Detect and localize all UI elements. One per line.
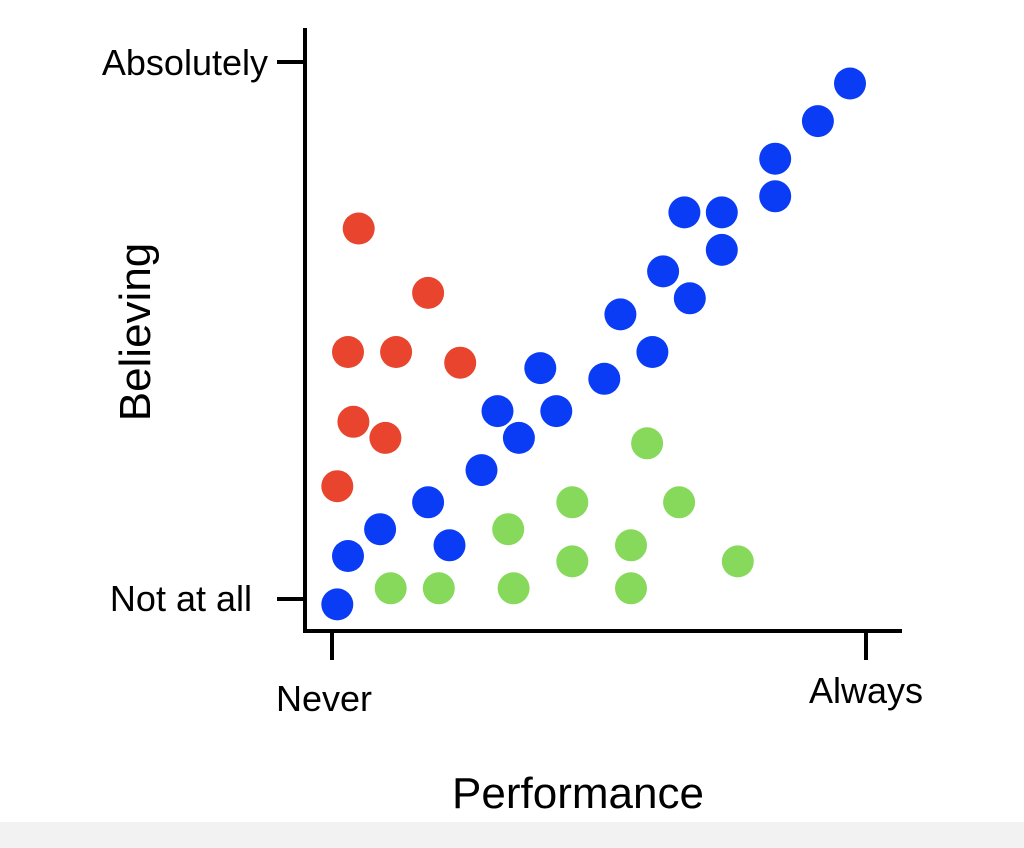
data-point-s3-6 (556, 545, 589, 578)
data-point-s2-11 (636, 336, 669, 368)
data-point-s1-4 (380, 336, 413, 368)
data-point-s3-10 (422, 572, 455, 605)
data-point-s1-3 (332, 336, 364, 368)
x-tick-label-never: Never (276, 678, 372, 719)
x-tick-label-always: Always (809, 670, 923, 711)
y-tick-label-not-at-all: Not at all (110, 578, 252, 619)
y-tick-label-absolutely: Absolutely (102, 42, 268, 83)
data-point-s1-2 (412, 276, 445, 309)
data-point-s2-2 (801, 105, 834, 138)
data-point-s3-11 (497, 572, 530, 605)
data-point-s2-14 (481, 395, 514, 428)
data-point-s3-4 (492, 513, 525, 546)
data-point-s1-1 (342, 212, 375, 245)
data-point-s3-1 (631, 427, 664, 460)
data-point-s2-16 (502, 421, 535, 454)
data-point-s3-7 (721, 545, 754, 578)
data-point-s2-15 (540, 395, 573, 428)
data-point-s3-5 (615, 529, 647, 562)
data-point-s2-21 (332, 540, 364, 572)
data-point-s1-6 (337, 405, 370, 438)
data-point-s2-1 (834, 67, 866, 100)
data-point-s1-8 (321, 470, 354, 503)
data-point-s2-20 (433, 529, 466, 562)
data-point-s2-17 (465, 454, 498, 487)
x-axis-title: Performance (452, 769, 704, 818)
data-point-s3-2 (556, 486, 589, 519)
data-point-s2-10 (604, 298, 637, 331)
data-point-s1-5 (444, 346, 477, 379)
data-point-s3-9 (374, 572, 407, 605)
data-point-s2-9 (673, 282, 706, 315)
data-point-s3-3 (663, 486, 696, 519)
data-point-s3-8 (615, 572, 647, 605)
data-point-s2-22 (321, 588, 354, 621)
data-point-s2-5 (668, 196, 701, 229)
data-point-s2-12 (524, 352, 557, 385)
bottom-strip (0, 822, 1024, 848)
data-point-s2-4 (759, 180, 792, 213)
data-point-s2-6 (705, 196, 738, 229)
data-point-s1-7 (369, 421, 402, 454)
data-points (321, 67, 866, 621)
data-point-s2-19 (364, 513, 397, 546)
y-axis-title: Believing (111, 243, 160, 422)
data-point-s2-18 (412, 486, 445, 519)
data-point-s2-13 (588, 362, 621, 395)
data-point-s2-8 (647, 255, 680, 288)
data-point-s2-3 (759, 142, 792, 175)
data-point-s2-7 (705, 233, 738, 266)
